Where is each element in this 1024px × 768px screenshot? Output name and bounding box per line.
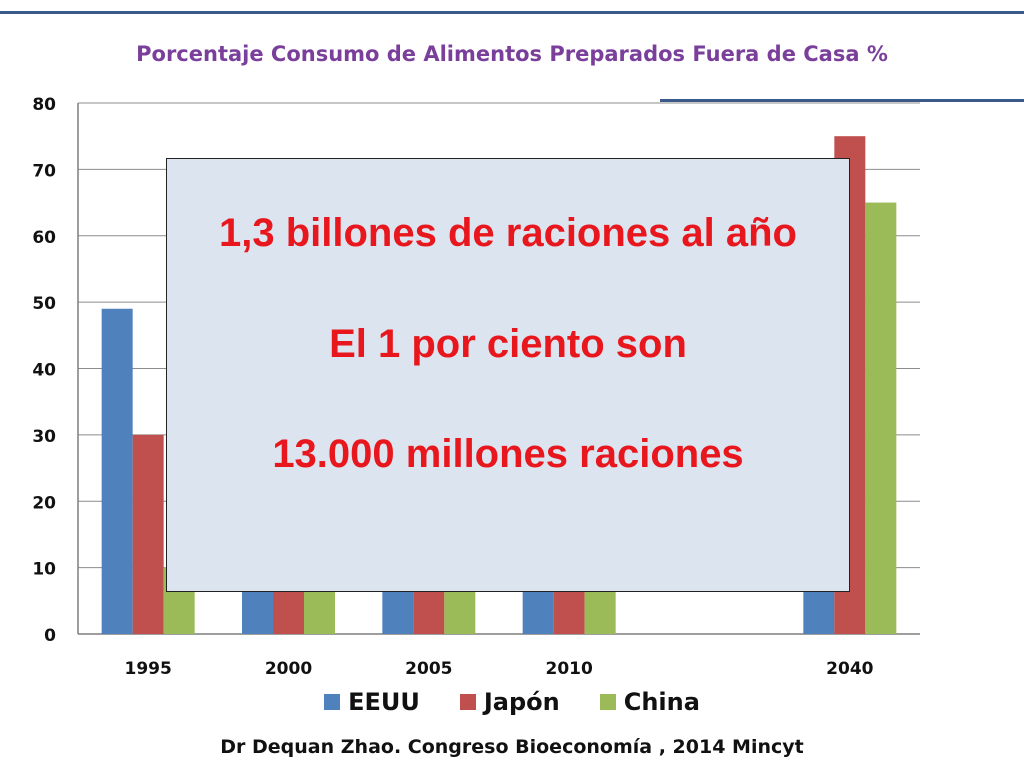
y-tick-label: 0 [44, 626, 56, 646]
legend-item-china: China [599, 688, 700, 716]
callout-line-one-percent: El 1 por ciento son [329, 322, 687, 366]
x-tick-label: 2005 [405, 659, 452, 679]
x-tick-label: 2010 [546, 659, 593, 679]
bar-china-2040 [865, 202, 897, 634]
slide-title: Porcentaje Consumo de Alimentos Preparad… [136, 42, 888, 66]
y-tick-label: 50 [32, 294, 56, 314]
top-rule [0, 11, 1024, 14]
bar-eeuu-1995 [101, 308, 133, 634]
legend-swatch-eeuu [324, 694, 341, 710]
x-tick-label: 2000 [265, 659, 312, 679]
legend-item-eeuu: EEUU [324, 688, 420, 716]
legend-label-eeuu: EEUU [348, 688, 420, 716]
legend-swatch-china [599, 694, 616, 710]
legend-label-japon: Japón [483, 688, 560, 716]
callout-box: 1,3 billones de raciones al año El 1 por… [166, 158, 850, 592]
source-footer: Dr Dequan Zhao. Congreso Bioeconomía , 2… [220, 736, 804, 758]
title-underline-rule [660, 99, 1024, 102]
legend-swatch-japon [459, 694, 476, 710]
y-tick-label: 70 [32, 161, 56, 181]
chart-legend: EEUU Japón China [0, 688, 1024, 716]
legend-label-china: China [623, 688, 700, 716]
callout-line-rations-per-year: 1,3 billones de raciones al año [219, 211, 797, 255]
y-tick-label: 40 [32, 361, 56, 381]
y-tick-label: 80 [32, 95, 56, 115]
bar-japón-1995 [132, 434, 164, 634]
callout-line-million-rations: 13.000 millones raciones [272, 432, 744, 476]
x-tick-label: 1995 [125, 659, 172, 679]
y-tick-label: 10 [32, 560, 56, 580]
legend-item-japon: Japón [459, 688, 560, 716]
y-tick-label: 30 [32, 427, 56, 447]
y-tick-label: 60 [32, 228, 56, 248]
y-tick-label: 20 [32, 493, 56, 513]
x-tick-label: 2040 [826, 659, 873, 679]
